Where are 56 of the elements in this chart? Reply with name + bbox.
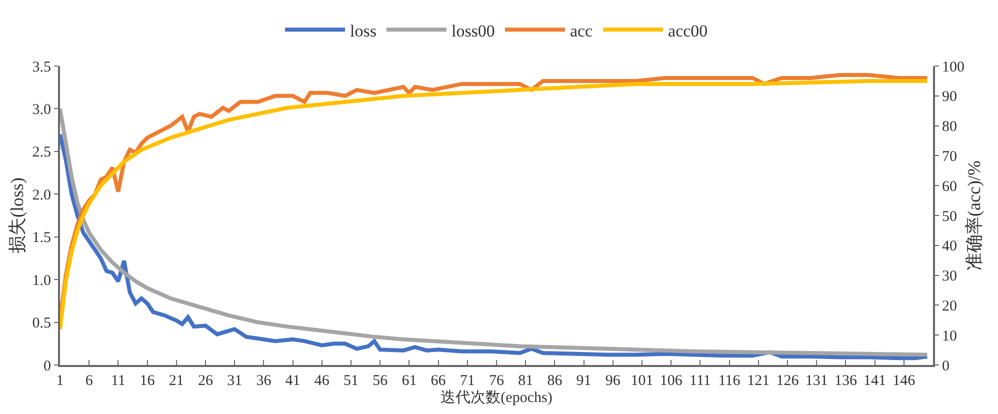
x-tick-label: 36 [256, 373, 272, 389]
y-axis-title: 损失(loss) [6, 177, 27, 254]
x-tick-label: 16 [140, 373, 156, 389]
x-tick-label: 141 [864, 373, 886, 389]
x-tick-label: 111 [690, 373, 711, 389]
x-tick-label: 31 [227, 373, 242, 389]
x-tick-label: 11 [110, 373, 126, 389]
y-tick-label: 2.0 [32, 187, 51, 204]
x-tick-label: 86 [547, 373, 563, 389]
y2-tick-label: 60 [942, 178, 957, 195]
x-tick-label: 71 [460, 373, 475, 389]
x-tick-label: 106 [660, 373, 683, 389]
y-tick-label: 0.5 [32, 316, 51, 332]
x-tick-label: 146 [892, 373, 916, 389]
y2-tick-label: 0 [942, 358, 950, 374]
x-tick-label: 101 [630, 373, 654, 389]
y2-tick-label: 90 [942, 89, 957, 106]
x-tick-label: 46 [314, 373, 330, 389]
y-tick-label: 3.0 [32, 102, 51, 118]
y2-tick-label: 70 [942, 148, 957, 165]
legend-label: loss00 [451, 21, 495, 40]
legend-label: acc00 [668, 21, 708, 40]
x-tick-label: 121 [747, 373, 770, 389]
x-tick-label: 126 [776, 373, 800, 389]
y2-tick-label: 50 [942, 208, 957, 225]
x-tick-label: 61 [402, 373, 417, 389]
y2-tick-label: 40 [942, 238, 957, 255]
y2-tick-label: 100 [942, 59, 964, 76]
x-tick-label: 81 [518, 373, 534, 389]
y-tick-label: 1.5 [32, 230, 51, 246]
y2-axis-title: 准确率(acc)/% [964, 160, 984, 270]
y-tick-label: 1.0 [32, 272, 51, 289]
x-tick-label: 6 [85, 373, 94, 389]
y-tick-label: 3.5 [32, 59, 51, 76]
x-tick-label: 66 [430, 373, 446, 389]
x-tick-label: 91 [576, 373, 592, 389]
x-tick-label: 131 [805, 373, 828, 389]
y2-tick-label: 20 [942, 298, 957, 314]
x-tick-label: 41 [285, 373, 300, 389]
y2-tick-label: 80 [942, 119, 957, 136]
x-tick-label: 21 [168, 373, 184, 389]
legend-label: loss [350, 21, 376, 40]
y-tick-label: 0 [44, 358, 51, 374]
x-axis-title: 迭代次数(epochs) [440, 389, 552, 406]
x-tick-label: 116 [718, 373, 741, 389]
y2-tick-label: 30 [942, 268, 957, 285]
legend-label: acc [570, 21, 594, 40]
x-tick-label: 56 [372, 373, 388, 389]
x-tick-label: 96 [605, 373, 621, 389]
x-tick-label: 26 [198, 373, 214, 389]
y2-tick-label: 10 [942, 328, 957, 344]
x-tick-label: 51 [344, 373, 358, 389]
x-tick-label: 76 [489, 373, 504, 389]
x-tick-label: 1 [56, 373, 64, 389]
x-tick-label: 136 [834, 373, 858, 389]
y-tick-label: 2.5 [32, 144, 51, 161]
